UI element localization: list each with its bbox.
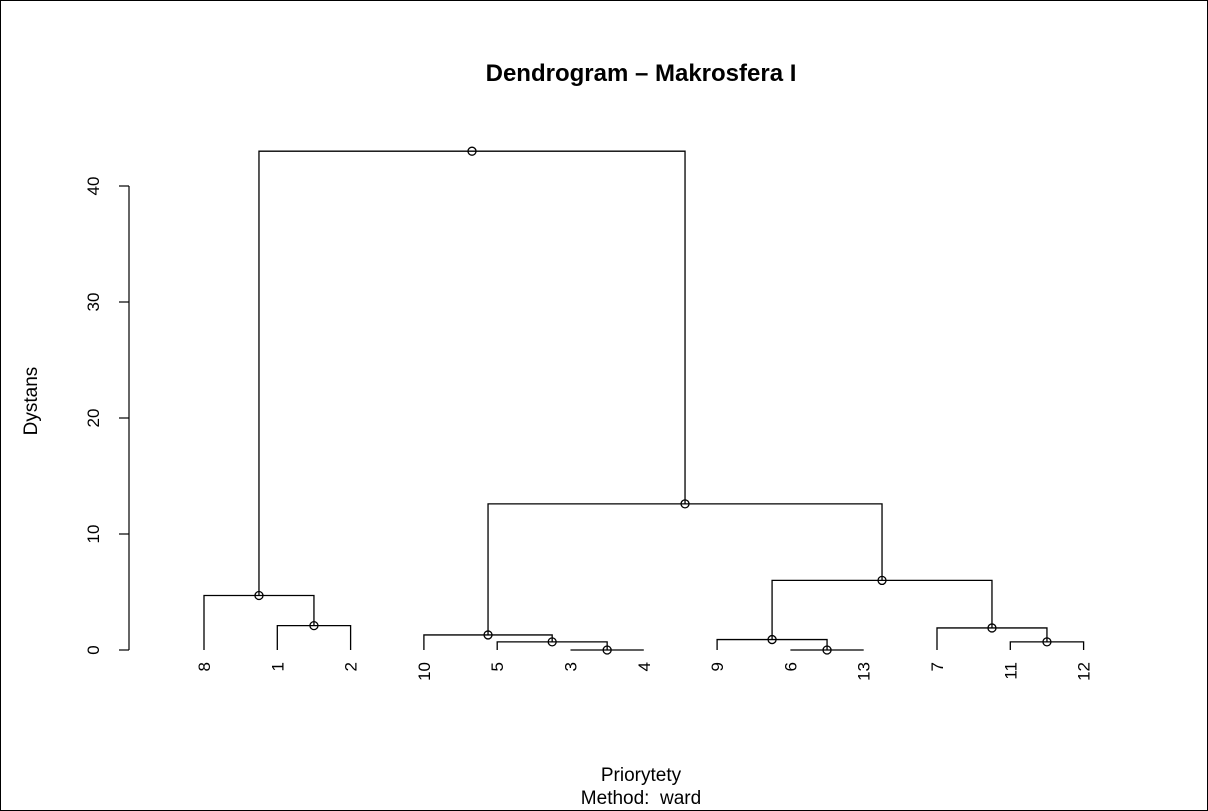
leaf-label-12: 12 [1075, 662, 1094, 681]
merge-node-m10 [877, 575, 887, 586]
x-axis-label: Priorytety [601, 765, 682, 786]
leaf-label-9: 9 [708, 662, 727, 671]
merge-branch-m10 [771, 579, 993, 640]
merge-branch-m9 [936, 627, 1048, 650]
leaf-label-11: 11 [1001, 662, 1020, 680]
leaf-labels: 8 1 2 10 5 3 4 9 6 13 7 11 12 [195, 662, 1094, 681]
y-axis-label: Dystans [21, 367, 42, 436]
leaf-label-8: 8 [195, 662, 214, 671]
merge-node-m12 [467, 146, 477, 156]
merge-branch-m11 [487, 503, 883, 635]
merge-node-m9 [987, 623, 997, 633]
y-tick-label: 10 [84, 525, 103, 544]
chart-title: Dendrogram – Makrosfera I [486, 60, 797, 87]
merge-branch-m7 [716, 638, 828, 650]
merge-branch-m2 [203, 594, 315, 650]
leaf-label-13: 13 [855, 662, 874, 681]
leaf-label-3: 3 [562, 662, 581, 671]
merge-node-m1 [309, 620, 319, 631]
leaf-label-10: 10 [415, 662, 434, 681]
y-tick-label: 40 [84, 177, 103, 196]
merge-nodes [254, 146, 1052, 655]
merge-branch-m12 [258, 150, 686, 596]
merge-node-m5 [483, 630, 493, 640]
leaf-label-4: 4 [635, 662, 654, 671]
y-tick-label: 0 [84, 645, 103, 654]
merge-node-m2 [254, 590, 264, 601]
dendrogram-tree [203, 150, 1085, 651]
merge-node-m6 [822, 645, 832, 655]
merge-node-m3 [602, 645, 612, 655]
leaf-label-6: 6 [781, 662, 800, 671]
method-label: Method: ward [581, 788, 701, 809]
merge-node-m7 [767, 634, 777, 645]
merge-node-m11 [680, 499, 690, 509]
merge-node-m8 [1042, 637, 1052, 647]
leaf-label-1: 1 [268, 662, 287, 671]
y-tick-label: 20 [84, 409, 103, 428]
y-axis: 0 10 20 30 40 [84, 177, 130, 655]
y-tick-label: 30 [84, 293, 103, 312]
leaf-label-5: 5 [488, 662, 507, 671]
leaf-label-7: 7 [928, 662, 947, 671]
merge-node-m4 [547, 637, 557, 647]
leaf-label-2: 2 [342, 662, 361, 671]
